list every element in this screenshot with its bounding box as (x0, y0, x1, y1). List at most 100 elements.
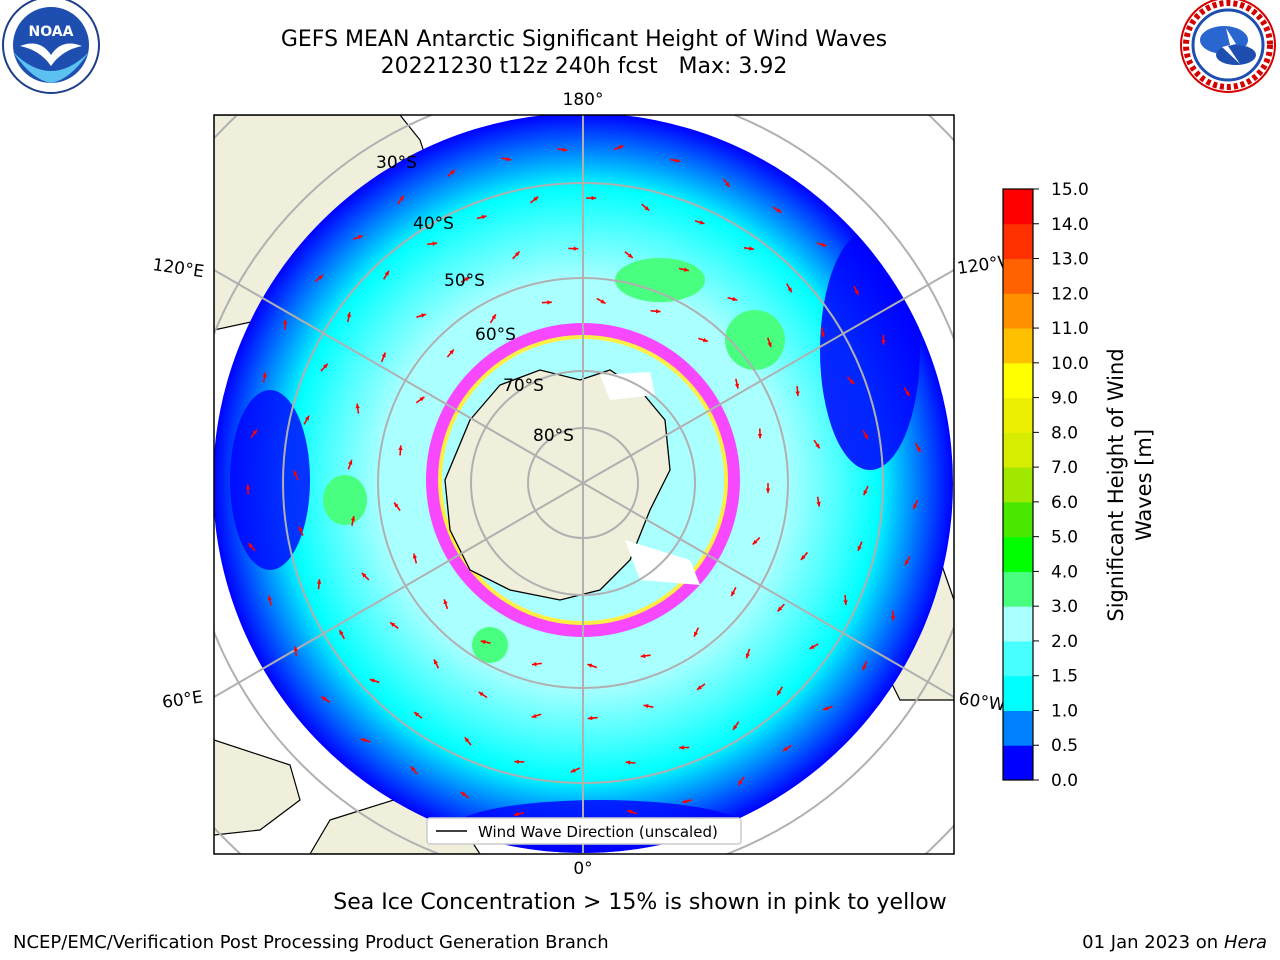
wave-arrow-head (570, 768, 576, 773)
wave-arrow-head (757, 433, 763, 439)
nws-logo (1180, 0, 1276, 93)
colorbar-swatch (1003, 362, 1033, 399)
wave-arrow-head (410, 766, 416, 772)
wave-arrow-head (323, 363, 328, 369)
wave-arrow-head (562, 147, 568, 152)
wave-arrow-head (573, 246, 579, 251)
wave-arrow-head (890, 615, 896, 621)
wave-arrow-head (734, 383, 740, 389)
noaa-logo: NOAA (2, 0, 100, 94)
wave-arrow-head (765, 488, 771, 493)
lon-label-60w: 60°W (957, 689, 1006, 715)
colorbar-swatch (1003, 745, 1033, 781)
wave-arrow-head (694, 631, 699, 637)
wave-arrow-head (881, 340, 886, 345)
wave-arrow-head (464, 277, 470, 282)
wave-arrow-head (506, 156, 512, 162)
wave-arrow-head (682, 799, 688, 804)
colorbar-tick-label: 11.0 (1051, 319, 1089, 339)
wave-arrow-head (491, 314, 496, 320)
colorbar-frame (1002, 188, 1034, 781)
wave-arrow-head (732, 296, 738, 302)
wave-arrow-head (655, 309, 661, 314)
wave-arrow-head (745, 653, 750, 659)
wave-arrow-head (531, 713, 537, 718)
colorbar-label-line1: Significant Height of Wind (1104, 348, 1128, 621)
antarctica-land (444, 369, 671, 601)
date-line: 01 Jan 2023 on Hera (1082, 932, 1267, 953)
colorbar-swatch (1003, 536, 1033, 572)
wind-wave-arrows (245, 144, 922, 822)
wave-arrow-head (618, 145, 624, 150)
wave-arrow-head (412, 553, 418, 559)
wave-arrow-head (776, 208, 782, 213)
wave-arrow-head (600, 299, 606, 304)
wave-arrow-head (443, 599, 448, 605)
wave-arrow-head (547, 300, 552, 305)
colorbar: 0.0 0.5 1.0 1.5 2.0 3.0 4.0 5.0 6.0 7.0 8.0 9.0 10.0… (1002, 180, 1089, 791)
colorbar-tick-label: 0.5 (1051, 736, 1078, 756)
system-name: Hera (1223, 932, 1267, 953)
lat-label-80s: 80°S (533, 426, 574, 446)
wave-arrow-head (481, 215, 487, 220)
wave-arrow-head (644, 205, 650, 211)
wave-arrow-head (355, 403, 360, 409)
wave-arrow-head (460, 791, 466, 797)
wave-arrow-head (625, 760, 631, 765)
wave-arrow-head (815, 443, 820, 449)
wave-arrow-head (749, 246, 754, 251)
colorbar-swatch (1003, 675, 1033, 711)
wave-arrow-head (252, 429, 258, 435)
colorbar-tick-label: 5.0 (1051, 528, 1078, 548)
wave-arrow-head (857, 545, 862, 551)
colorbar-tick-label: 4.0 (1051, 562, 1078, 582)
wave-arrow-head (357, 235, 363, 240)
wave-arrow-head (339, 629, 344, 635)
wave-arrow-head (702, 337, 708, 343)
wave-arrow-head (346, 312, 352, 318)
wave-arrow-head (298, 526, 303, 532)
map-frame (213, 114, 955, 855)
wave-arrow-head (752, 539, 758, 545)
colorbar-tick-label: 14.0 (1051, 215, 1089, 235)
colorbar-tick-label: 0.0 (1051, 771, 1078, 791)
colorbar-swatch (1003, 223, 1033, 260)
wave-arrow-head (777, 606, 783, 612)
colorbar-tick-label: 10.0 (1051, 354, 1089, 374)
wave-arrow-head (414, 712, 420, 717)
wave-arrow-head (421, 313, 427, 318)
map-legend: Wind Wave Direction (unscaled) (426, 817, 742, 845)
map-panel: Wind Wave Direction (unscaled) (214, 115, 954, 854)
wave-arrow-head (390, 622, 396, 627)
wave-arrow-head (283, 319, 288, 325)
colorbar-swatch (1003, 397, 1033, 433)
wave-arrow-head (321, 696, 327, 701)
wave-arrow-head (478, 691, 484, 697)
ross-ice-shelf (600, 372, 655, 400)
wave-arrow-head (464, 737, 470, 743)
wave-arrow-head (262, 372, 267, 378)
colorbar-swatch (1003, 328, 1033, 364)
wave-arrow-head (777, 690, 782, 696)
wave-arrow-head (782, 746, 788, 752)
wave-arrow-head (293, 470, 298, 476)
wave-arrow-head (514, 759, 519, 764)
wave-arrow-head (316, 579, 322, 584)
graticule (214, 115, 954, 854)
wave-arrow-head (816, 501, 821, 507)
wave-arrow-head (587, 663, 593, 668)
credit-line: NCEP/EMC/Verification Post Processing Pr… (13, 932, 609, 953)
colorbar-swatch (1003, 501, 1033, 538)
map-subtitle: 20221230 t12z 240h fcst Max: 3.92 (380, 54, 788, 79)
date-text: 01 Jan 2023 on (1082, 932, 1224, 953)
wave-arrow-head (434, 659, 438, 665)
colorbar-tick-label: 9.0 (1051, 389, 1078, 409)
colorbar-swatch (1003, 606, 1033, 642)
wave-arrow-head (394, 502, 399, 508)
colorbar-tick-label: 1.5 (1051, 667, 1078, 687)
colorbar-swatch (1003, 710, 1033, 746)
wave-arrow-head (862, 665, 867, 671)
wave-arrow-head (725, 182, 730, 187)
wave-arrow-head (699, 220, 705, 225)
